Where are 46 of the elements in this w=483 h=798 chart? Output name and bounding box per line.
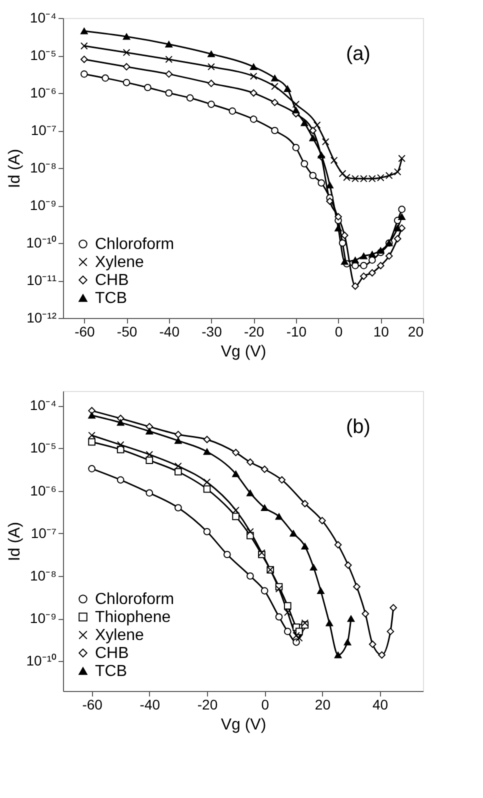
y-tick-label: 10⁻⁷ [30, 122, 56, 138]
x-tick-label: 0 [261, 696, 270, 712]
x-tick-label: -30 [202, 324, 222, 340]
x-axis-title: Vg (V) [220, 344, 266, 360]
y-tick-label: 10⁻¹¹ [26, 272, 57, 288]
y-tick-label: 10⁻⁶ [30, 482, 56, 498]
y-tick-label: 10⁻⁸ [30, 160, 57, 176]
legend-label: Chloroform [95, 591, 174, 608]
annotation: (b) [346, 416, 370, 438]
y-tick-label: 10⁻⁶ [30, 84, 56, 100]
x-tick-label: 20 [408, 324, 424, 340]
x-tick-label: -60 [82, 696, 103, 712]
legend-label: TCB [95, 290, 127, 307]
legend-label: TCB [95, 663, 127, 680]
y-tick-label: 10⁻⁴ [30, 397, 56, 414]
y-tick-label: 10⁻¹⁰ [26, 234, 56, 250]
legend-label: CHB [95, 645, 129, 662]
x-tick-label: 40 [372, 696, 388, 712]
y-tick-label: 10⁻⁵ [30, 440, 56, 456]
y-axis-title: Id (A) [6, 522, 24, 562]
y-tick-label: 10⁻¹² [26, 310, 57, 326]
y-tick-label: 10⁻⁸ [30, 568, 57, 584]
y-axis-title: Id (A) [6, 148, 24, 188]
legend-label: Xylene [95, 254, 144, 271]
y-tick-label: 10⁻⁷ [30, 524, 56, 541]
x-tick-label: -40 [140, 696, 160, 712]
legend-label: CHB [95, 272, 129, 289]
legend-label: Chloroform [95, 236, 174, 253]
y-tick-label: 10⁻⁴ [30, 10, 56, 26]
y-tick-label: 10⁻⁹ [30, 610, 56, 626]
x-axis-title: Vg (V) [220, 716, 266, 734]
y-tick-label: 10⁻¹⁰ [26, 652, 56, 669]
annotation: (a) [346, 43, 370, 65]
x-tick-label: -20 [197, 696, 218, 712]
x-tick-label: 10 [373, 324, 390, 340]
x-tick-label: -50 [116, 324, 138, 340]
legend-label: Thiophene [95, 609, 171, 626]
x-tick-label: -40 [159, 324, 180, 340]
x-tick-label: -10 [286, 324, 307, 340]
x-tick-label: -20 [244, 324, 264, 340]
x-tick-label: 0 [334, 324, 343, 340]
y-tick-label: 10⁻⁵ [30, 47, 56, 63]
x-tick-label: 20 [314, 696, 331, 712]
legend-label: Xylene [95, 627, 144, 644]
y-tick-label: 10⁻⁹ [30, 197, 56, 213]
x-tick-label: -60 [74, 324, 96, 340]
